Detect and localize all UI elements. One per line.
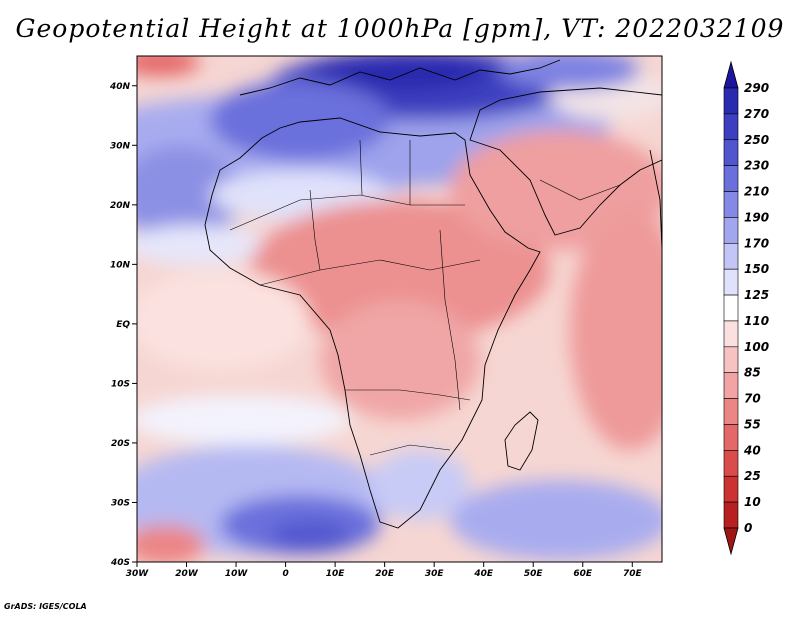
colorbar-swatch-3 xyxy=(723,139,739,166)
colorbar-label-9: 110 xyxy=(744,314,769,328)
colorbar-swatch-10 xyxy=(723,320,739,348)
border-sahel xyxy=(229,194,465,231)
lon-tick-label-1: 20W xyxy=(175,569,199,579)
border-east xyxy=(439,229,461,411)
lon-tick-label-6: 30E xyxy=(425,569,445,579)
latitude-axis: 40N 30N 20N 10N EQ 10S 20S 30S 40S xyxy=(109,82,137,568)
colorbar-swatch-16 xyxy=(723,475,739,503)
lon-tick-label-8: 50E xyxy=(524,569,544,579)
west-atlantic-pale xyxy=(137,270,310,370)
grads-credit: GrADS: IGES/COLA xyxy=(4,602,87,611)
colorbar-swatch-12 xyxy=(723,372,739,399)
ne-blue xyxy=(500,56,640,90)
lat-tick-label-2: 20N xyxy=(110,201,131,211)
lon-tick-label-3: 0 xyxy=(282,569,288,579)
colorbar-labels: 2902702502302101901701501251101008570554… xyxy=(743,81,769,535)
atlantic-white-tongue xyxy=(137,395,350,445)
colorbar-swatch-2 xyxy=(723,113,739,141)
longitude-axis: 30W 20W 10W 0 10E 20E 30E 40E 50E 60E 70E xyxy=(126,562,643,579)
arabia-coastline xyxy=(469,87,662,236)
lat-tick-label-1: 30N xyxy=(110,141,131,151)
border-west-vertical xyxy=(309,189,321,271)
country-borders xyxy=(229,139,621,456)
lat-tick-label-3: 10N xyxy=(110,260,131,270)
colorbar-swatch-15 xyxy=(723,450,739,477)
colorbar-label-12: 70 xyxy=(744,392,761,406)
border-central xyxy=(259,259,481,286)
colorbar-label-4: 210 xyxy=(744,185,769,199)
colorbar-swatch-9 xyxy=(723,294,739,322)
colorbar-label-3: 230 xyxy=(744,159,769,173)
colorbar-swatch-1 xyxy=(723,87,739,115)
south-africa-high xyxy=(370,450,470,520)
colorbar-swatch-11 xyxy=(723,346,739,374)
colorbar-label-10: 100 xyxy=(744,340,769,354)
lat-tick-label-7: 30S xyxy=(111,498,130,508)
lat-tick-label-4: EQ xyxy=(116,320,130,330)
border-arabia xyxy=(539,179,621,201)
lon-tick-label-0: 30W xyxy=(126,569,150,579)
lon-tick-label-4: 10E xyxy=(326,569,346,579)
colorbar-bottom-arrow xyxy=(723,527,739,556)
chart-title: Geopotential Height at 1000hPa [gpm], VT… xyxy=(15,14,785,43)
colorbar-top-arrow xyxy=(723,60,739,89)
lon-tick-label-9: 60E xyxy=(573,569,593,579)
lat-tick-label-6: 20S xyxy=(111,439,130,449)
colorbar-label-1: 270 xyxy=(744,107,769,121)
colorbar-label-8: 125 xyxy=(744,288,769,302)
colorbar-swatch-8 xyxy=(723,268,739,296)
west-africa-white xyxy=(137,225,265,265)
lon-tick-label-7: 40E xyxy=(473,569,494,579)
coastlines xyxy=(204,59,662,529)
south-atlantic-high-center xyxy=(270,521,350,549)
lon-tick-label-2: 10W xyxy=(225,569,249,579)
lat-tick-label-5: 10S xyxy=(111,379,130,389)
colorbar-label-0: 290 xyxy=(744,81,769,95)
colorbar-label-6: 170 xyxy=(744,236,769,250)
lat-tick-label-8: 40S xyxy=(110,558,130,568)
colorbar-label-5: 190 xyxy=(744,210,769,224)
colorbar-swatch-5 xyxy=(723,191,739,218)
border-libya xyxy=(359,139,363,196)
colorbar-swatch-13 xyxy=(723,398,739,425)
colorbar-label-7: 150 xyxy=(744,262,769,276)
lon-tick-label-10: 70E xyxy=(623,569,643,579)
lat-tick-label-0: 40N xyxy=(109,82,131,92)
mediterranean-high-core xyxy=(310,56,490,92)
map-frame xyxy=(136,55,663,563)
lon-tick-label-5: 20E xyxy=(375,569,395,579)
africa-coastline xyxy=(204,117,541,529)
east-indian-low xyxy=(570,210,662,450)
height-field xyxy=(137,56,662,562)
border-south-africa xyxy=(369,444,451,456)
colorbar-label-13: 55 xyxy=(744,417,761,431)
colorbar-label-17: 0 xyxy=(744,521,752,535)
india-coastline xyxy=(649,149,662,251)
colorbar-label-11: 85 xyxy=(744,366,761,380)
colorbar-swatch-17 xyxy=(723,501,739,529)
colorbar-swatch-14 xyxy=(723,424,739,451)
colorbar-label-16: 10 xyxy=(744,495,761,509)
colorbar-swatch-6 xyxy=(723,217,739,244)
colorbar-swatches xyxy=(723,60,739,556)
nw-red-corner xyxy=(137,56,200,76)
madagascar-coastline xyxy=(504,411,539,471)
atlantic-subtropic-blue xyxy=(137,145,240,245)
central-africa-low xyxy=(250,200,550,340)
border-southern xyxy=(345,389,471,401)
south-indian-high xyxy=(450,480,662,560)
colorbar-swatch-7 xyxy=(723,242,739,270)
atlas-high xyxy=(210,80,390,160)
colorbar-swatch-4 xyxy=(723,165,739,192)
colorbar-label-15: 25 xyxy=(744,469,761,483)
europe-coastline xyxy=(239,59,561,96)
colorbar-label-14: 40 xyxy=(743,443,761,457)
sw-red-corner xyxy=(137,525,205,562)
colorbar-label-2: 250 xyxy=(744,133,769,147)
